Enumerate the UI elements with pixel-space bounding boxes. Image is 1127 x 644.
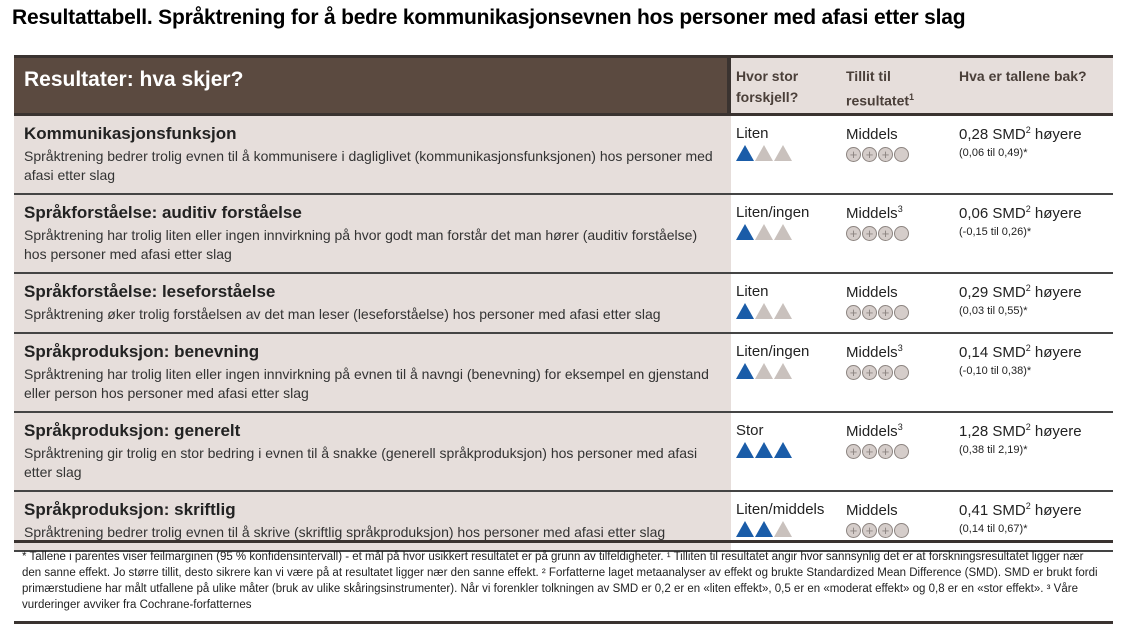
size-triangles-icon xyxy=(736,224,846,240)
row-effect-sup: 2 xyxy=(1025,501,1031,511)
row-effect-suffix: høyere xyxy=(1030,205,1082,222)
trust-label: Middels3 xyxy=(846,422,959,440)
row-trust-sup: 3 xyxy=(897,204,903,214)
row-trust-sup: 3 xyxy=(897,343,903,353)
table-row: Språkproduksjon: skriftlig Språktrening … xyxy=(14,492,1113,552)
trust-circles-icon: + + + xyxy=(846,365,959,380)
row-effect: 0,14 SMD xyxy=(959,344,1026,361)
effect-value: 1,28 SMD2 høyere xyxy=(959,422,1113,440)
size-triangles-icon xyxy=(736,521,846,537)
row-trust-sup: 3 xyxy=(897,422,903,432)
row-effect-sup: 2 xyxy=(1025,125,1031,135)
size-triangles-icon xyxy=(736,363,846,379)
row-description: Språktrening øker trolig forståelsen av … xyxy=(24,306,661,322)
size-label: Liten xyxy=(736,125,769,142)
row-heading: Språkproduksjon: benevning xyxy=(24,342,260,361)
row-effect-suffix: høyere xyxy=(1030,126,1082,143)
row-trust: Middels xyxy=(846,502,898,519)
row-heading: Kommunikasjonsfunksjon xyxy=(24,124,237,143)
effect-value: 0,29 SMD2 høyere xyxy=(959,283,1113,301)
header-size: Hvor stor forskjell? xyxy=(736,68,799,105)
header-trust-sup: 1 xyxy=(909,92,915,102)
row-effect-sup: 2 xyxy=(1025,422,1031,432)
row-trust: Middels xyxy=(846,126,898,143)
row-heading: Språkforståelse: auditiv forståelse xyxy=(24,203,302,222)
row-effect-suffix: høyere xyxy=(1030,502,1082,519)
page-title: Resultattabell. Språktrening for å bedre… xyxy=(12,6,966,29)
trust-circles-icon: + + + xyxy=(846,147,959,162)
row-effect-sup: 2 xyxy=(1025,283,1031,293)
size-triangles-icon xyxy=(736,145,846,161)
effect-value: 0,28 SMD2 høyere xyxy=(959,125,1113,143)
footnote: * Tallene i parentes viser feilmarginen … xyxy=(14,540,1113,624)
row-effect-suffix: høyere xyxy=(1030,344,1082,361)
trust-label: Middels xyxy=(846,501,959,519)
table-row: Språkproduksjon: generelt Språktrening g… xyxy=(14,413,1113,492)
table-row: Kommunikasjonsfunksjon Språktrening bedr… xyxy=(14,116,1113,195)
confidence-interval: (0,06 til 0,49)* xyxy=(959,147,1028,159)
row-heading: Språkproduksjon: skriftlig xyxy=(24,500,236,519)
confidence-interval: (0,03 til 0,55)* xyxy=(959,305,1028,317)
table-header: Resultater: hva skjer? Hvor stor forskje… xyxy=(14,58,1113,116)
size-label: Liten/ingen xyxy=(736,204,810,221)
trust-label: Middels xyxy=(846,283,959,301)
table-row: Språkforståelse: auditiv forståelse Språ… xyxy=(14,195,1113,274)
trust-circles-icon: + + + xyxy=(846,226,959,241)
row-effect: 0,41 SMD xyxy=(959,502,1026,519)
table-row: Språkproduksjon: benevning Språktrening … xyxy=(14,334,1113,413)
row-trust: Middels xyxy=(846,423,898,440)
size-label: Liten xyxy=(736,283,769,300)
row-effect-suffix: høyere xyxy=(1030,423,1082,440)
size-label: Liten/ingen xyxy=(736,343,810,360)
results-table: Resultater: hva skjer? Hvor stor forskje… xyxy=(14,55,1113,552)
row-description: Språktrening har trolig liten eller inge… xyxy=(24,366,709,401)
trust-circles-icon: + + + xyxy=(846,444,959,459)
row-effect-suffix: høyere xyxy=(1030,284,1082,301)
row-effect: 0,06 SMD xyxy=(959,205,1026,222)
confidence-interval: (-0,15 til 0,26)* xyxy=(959,226,1032,238)
header-trust: Tillit til resultatet1 xyxy=(846,58,959,113)
row-effect-sup: 2 xyxy=(1025,204,1031,214)
table-row: Språkforståelse: leseforståelse Språktre… xyxy=(14,274,1113,334)
size-label: Liten/middels xyxy=(736,501,825,518)
row-heading: Språkforståelse: leseforståelse xyxy=(24,282,276,301)
row-description: Språktrening gir trolig en stor bedring … xyxy=(24,445,698,480)
trust-circles-icon: + + + xyxy=(846,305,959,320)
header-trust-label: Tillit til resultatet xyxy=(846,68,910,109)
trust-label: Middels3 xyxy=(846,343,959,361)
size-triangles-icon xyxy=(736,442,846,458)
confidence-interval: (0,38 til 2,19)* xyxy=(959,444,1028,456)
trust-circles-icon: + + + xyxy=(846,523,959,538)
trust-label: Middels3 xyxy=(846,204,959,222)
row-description: Språktrening bedrer trolig evnen til å k… xyxy=(24,148,713,183)
row-trust: Middels xyxy=(846,284,898,301)
size-triangles-icon xyxy=(736,303,846,319)
row-effect: 0,29 SMD xyxy=(959,284,1026,301)
effect-value: 0,41 SMD2 høyere xyxy=(959,501,1113,519)
row-trust: Middels xyxy=(846,205,898,222)
row-effect-sup: 2 xyxy=(1025,343,1031,353)
size-label: Stor xyxy=(736,422,764,439)
row-description: Språktrening bedrer trolig evnen til å s… xyxy=(24,524,666,540)
row-heading: Språkproduksjon: generelt xyxy=(24,421,241,440)
row-effect: 1,28 SMD xyxy=(959,423,1026,440)
effect-value: 0,06 SMD2 høyere xyxy=(959,204,1113,222)
trust-label: Middels xyxy=(846,125,959,143)
row-effect: 0,28 SMD xyxy=(959,126,1026,143)
row-description: Språktrening har trolig liten eller inge… xyxy=(24,227,698,262)
row-trust: Middels xyxy=(846,344,898,361)
confidence-interval: (0,14 til 0,67)* xyxy=(959,523,1028,535)
effect-value: 0,14 SMD2 høyere xyxy=(959,343,1113,361)
confidence-interval: (-0,10 til 0,38)* xyxy=(959,365,1032,377)
header-main: Resultater: hva skjer? xyxy=(14,58,727,113)
header-numbers: Hva er tallene bak? xyxy=(959,68,1087,84)
